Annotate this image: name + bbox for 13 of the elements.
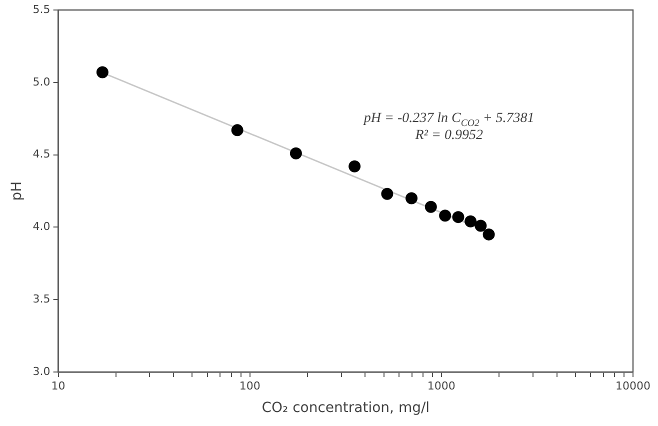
x-tick-label: 1000 (427, 379, 456, 392)
y-tick-label: 3.5 (32, 292, 50, 306)
y-tick-label: 5.5 (32, 2, 50, 16)
y-tick-label: 4.0 (32, 220, 50, 234)
x-axis-title: CO₂ concentration, mg/l (262, 400, 430, 416)
annotation: R² = 0.9952 (414, 128, 483, 143)
y-tick-label: 5.0 (32, 75, 50, 88)
y-axis-title: pH (9, 181, 26, 201)
y-tick-label: 3.0 (32, 364, 50, 378)
x-tick-label: 10 (51, 379, 66, 392)
y-tick-label: 4.5 (32, 148, 50, 161)
x-tick-label: 10000 (616, 379, 650, 392)
x-tick-label: 100 (239, 379, 260, 392)
